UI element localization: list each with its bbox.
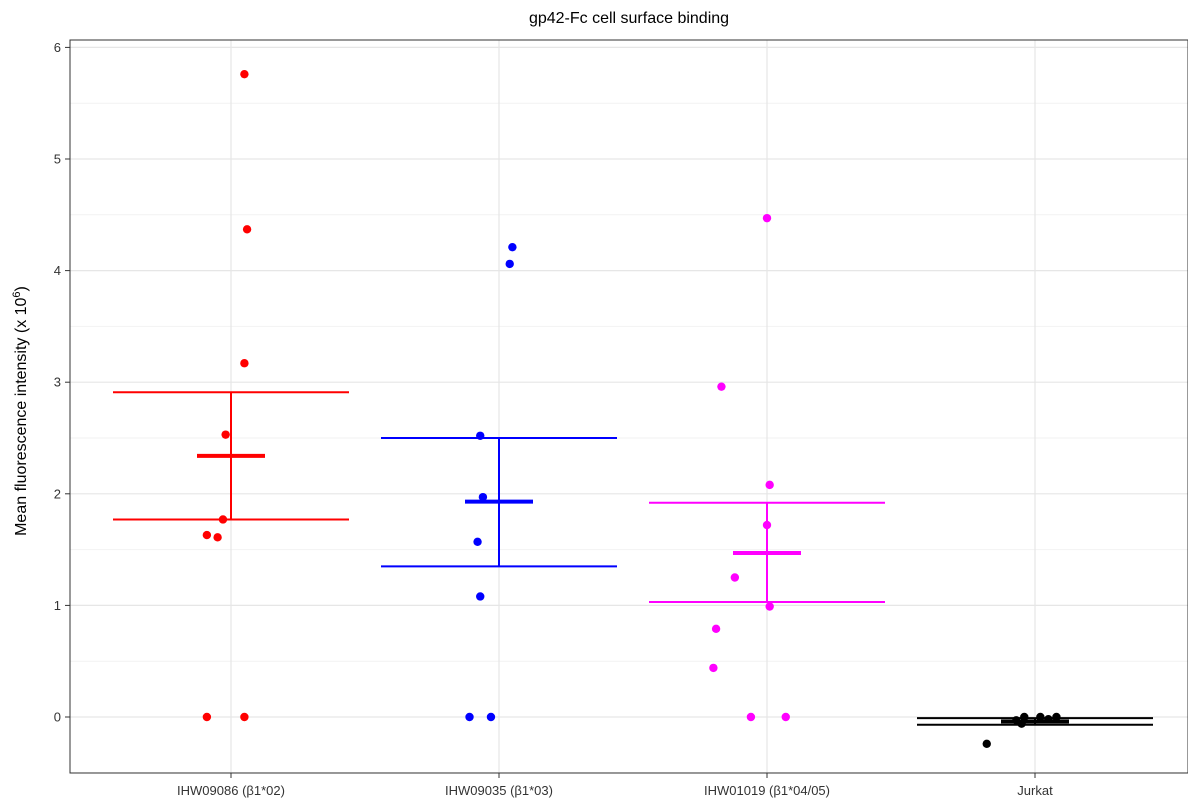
x-tick-label: IHW01019 (β1*04/05) xyxy=(704,783,830,798)
y-tick-label: 3 xyxy=(54,375,61,390)
y-tick-label: 4 xyxy=(54,263,61,278)
data-point xyxy=(473,537,482,546)
data-point xyxy=(765,602,774,611)
y-tick-label: 1 xyxy=(54,598,61,613)
y-tick-label: 2 xyxy=(54,486,61,501)
data-point xyxy=(240,712,249,722)
data-point xyxy=(202,712,212,722)
axis-ticks: 0 1 2 3 4 5 6 IHW09086 (β1*02) IHW09035 (β1*03) I… xyxy=(54,40,1053,798)
data-point xyxy=(717,382,726,391)
data-point xyxy=(218,515,228,524)
x-tick-label: IHW09035 (β1*03) xyxy=(445,783,553,798)
data-point xyxy=(202,530,212,540)
data-point xyxy=(762,520,772,530)
y-axis-title-superscript: 6 xyxy=(11,291,23,297)
y-tick-label: 0 xyxy=(54,710,61,725)
data-point xyxy=(242,225,252,234)
data-marks xyxy=(113,69,1153,748)
data-point xyxy=(213,533,222,542)
data-point xyxy=(221,430,230,439)
data-point xyxy=(240,359,249,368)
x-tick-label: IHW09086 (β1*02) xyxy=(177,783,285,798)
y-tick-label: 6 xyxy=(54,40,61,55)
data-point xyxy=(478,492,488,502)
data-point xyxy=(1020,712,1029,722)
data-point xyxy=(465,712,474,722)
chart-title: gp42-Fc cell surface binding xyxy=(529,10,729,27)
data-point xyxy=(982,739,991,748)
data-point xyxy=(762,213,772,223)
panel-border xyxy=(69,39,1188,774)
data-point xyxy=(486,712,496,722)
data-point xyxy=(508,242,517,252)
y-axis-title-close: ) xyxy=(13,286,30,291)
data-point xyxy=(765,480,774,490)
data-point xyxy=(746,712,756,722)
data-point xyxy=(505,259,514,269)
data-point xyxy=(240,69,249,79)
data-point xyxy=(711,624,721,634)
y-axis-title: Mean fluorescence intensity (x 106) xyxy=(11,286,30,536)
data-point xyxy=(1036,712,1045,722)
plot-panel xyxy=(70,40,1188,773)
data-point xyxy=(730,573,740,582)
data-point xyxy=(1052,712,1061,722)
data-point xyxy=(476,592,485,601)
y-axis-title-main: Mean fluorescence intensity (x 10 xyxy=(13,297,30,535)
x-tick-label: Jurkat xyxy=(1017,783,1053,798)
y-tick-label: 5 xyxy=(54,152,61,167)
data-point xyxy=(476,431,485,440)
data-point xyxy=(709,663,718,673)
data-point xyxy=(1044,715,1053,724)
data-point xyxy=(781,712,790,722)
data-point xyxy=(1017,719,1026,728)
grid-lines xyxy=(70,40,1188,774)
